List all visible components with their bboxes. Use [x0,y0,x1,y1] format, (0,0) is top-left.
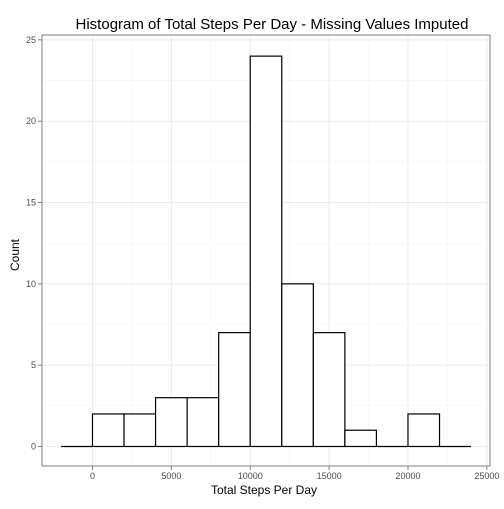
histogram-bar [218,332,251,448]
x-tick-label: 0 [90,471,95,481]
histogram-bar [154,397,188,448]
histogram-bar [186,397,220,448]
y-tick-label: 0 [31,441,36,451]
histogram-bar [281,283,314,448]
x-tick-label: 5000 [161,471,181,481]
histogram-bar [344,429,378,448]
y-tick-label: 5 [31,360,36,370]
histogram-bar [123,413,157,448]
x-tick-label: 10000 [238,471,263,481]
y-axis: 0 5 10 15 20 25 [26,35,42,451]
x-axis: 0 5000 10000 15000 20000 25000 [90,466,499,481]
histogram-bars [60,55,472,448]
y-tick-label: 25 [26,35,36,45]
x-axis-label: Total Steps Per Day [211,483,317,497]
x-tick-label: 20000 [395,471,420,481]
histogram-bar [249,55,283,448]
histogram-bar [407,413,441,448]
histogram-bar [312,332,346,448]
y-tick-label: 15 [26,198,36,208]
x-tick-label: 15000 [317,471,342,481]
histogram-bar [91,413,125,448]
y-tick-label: 20 [26,116,36,126]
chart-title: Histogram of Total Steps Per Day - Missi… [76,16,469,33]
y-axis-label: Count [8,238,22,271]
y-tick-label: 10 [26,279,36,289]
x-tick-label: 25000 [474,471,499,481]
panel-border [41,34,491,467]
